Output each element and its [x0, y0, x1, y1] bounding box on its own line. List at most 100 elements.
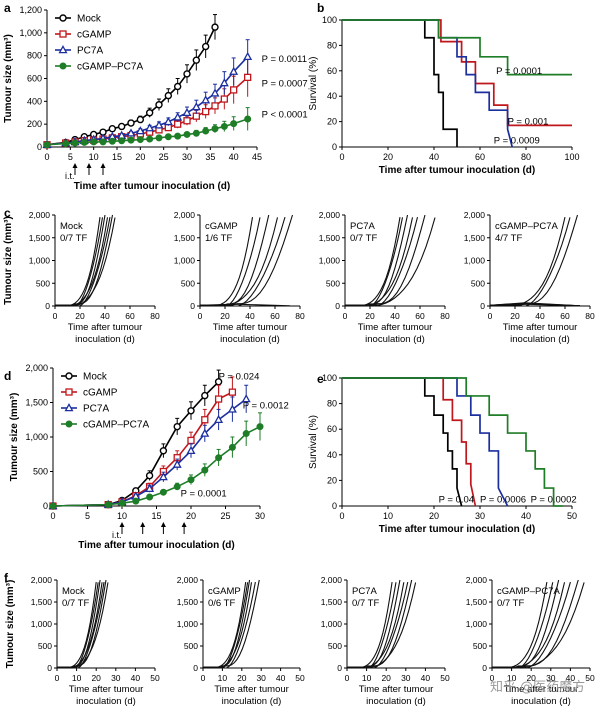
data-point — [117, 122, 126, 131]
x-tick-label: 50 — [150, 673, 160, 683]
legend-entry: Mock — [83, 372, 108, 383]
y-tick-label: 2,000 — [29, 210, 51, 220]
p-value-label: P = 0.001 — [508, 117, 549, 128]
x-tick-label: 40 — [566, 673, 576, 683]
x-axis-label: inoculation (d) — [220, 334, 280, 345]
y-tick-label: 1,500 — [319, 233, 341, 243]
data-point — [49, 502, 57, 510]
y-tick-label: 1,500 — [177, 597, 199, 607]
y-tick-label: 500 — [36, 278, 50, 288]
x-tick-label: 40 — [245, 311, 255, 321]
data-point — [173, 483, 181, 491]
x-tick-label: 20 — [510, 311, 520, 321]
y-tick-label: 500 — [38, 641, 52, 651]
y-tick-label: 500 — [473, 641, 487, 651]
data-point — [211, 102, 219, 110]
y-tick-label: 500 — [471, 278, 485, 288]
data-point — [230, 86, 238, 94]
data-point — [155, 134, 163, 142]
y-tick-label: 2,000 — [31, 575, 53, 585]
x-tick-label: 20 — [429, 511, 439, 521]
x-tick-label: 10 — [117, 511, 127, 521]
x-tick-label: 5 — [68, 152, 73, 162]
data-point — [187, 407, 195, 415]
y-tick-label: 2,000 — [319, 210, 341, 220]
x-axis-label: inoculation (d) — [511, 696, 571, 707]
x-tick-label: 0 — [343, 311, 348, 321]
x-tick-label: 10 — [89, 152, 99, 162]
p-value-label: P = 0.0006 — [480, 495, 526, 506]
y-tick-label: 0 — [45, 301, 50, 311]
tumour-growth-curve — [347, 582, 417, 668]
data-point — [244, 115, 252, 123]
p-value-label: P = 0.04 — [439, 495, 474, 506]
subpanel-tf: 0/6 TF — [208, 598, 235, 609]
y-tick-label: 1,000 — [174, 256, 196, 266]
data-point — [191, 102, 201, 111]
data-point — [192, 112, 200, 120]
x-tick-label: 0 — [201, 673, 206, 683]
subpanel-tf: 0/7 TF — [60, 233, 87, 244]
data-point — [65, 372, 73, 380]
panel-e: e 0 10 20 30 40 50 0 20 40 60 80 100 Time after tumou… — [308, 372, 577, 535]
p-value-label: P = 0.024 — [219, 371, 260, 382]
legend-entry: PC7A — [83, 404, 109, 415]
subpanel-1: 0 20 40 60 80 0 500 1,000 1,500 2,000 Time after t… — [174, 210, 305, 345]
y-axis-label: Survival (%) — [308, 57, 319, 111]
data-point — [173, 82, 182, 91]
data-point — [127, 136, 135, 144]
tumour-growth-curve — [492, 582, 585, 668]
x-tick-label: 0 — [345, 673, 350, 683]
series-line — [46, 26, 216, 146]
x-tick-label: 80 — [440, 311, 450, 321]
panel-d: d 0 5 10 15 20 25 30 0 500 1,000 1,500 2,000 Time aft… — [4, 363, 289, 551]
x-tick-label: 5 — [85, 511, 90, 521]
data-point — [146, 493, 154, 501]
x-tick-label: 0 — [198, 311, 203, 321]
x-tick-label: 20 — [135, 152, 145, 162]
y-tick-label: 1,200 — [19, 5, 42, 15]
x-tick-label: 0 — [53, 311, 58, 321]
x-tick-label: 40 — [131, 673, 141, 683]
y-tick-label: 600 — [27, 74, 42, 84]
subpanel-0: 0 20 40 60 80 0 500 1,000 1,500 2,000 Tumour size … — [3, 210, 160, 345]
x-tick-label: 50 — [585, 673, 595, 683]
y-tick-label: 0 — [332, 142, 337, 152]
x-tick-label: 0 — [55, 673, 60, 683]
panel-label: d — [4, 369, 11, 383]
y-tick-label: 1,500 — [29, 233, 51, 243]
x-axis-label: Time after tumour inoculation (d) — [78, 540, 234, 551]
y-tick-label: 500 — [33, 467, 48, 477]
data-point — [201, 42, 210, 51]
data-point — [219, 78, 229, 87]
data-point — [183, 117, 191, 125]
x-tick-label: 40 — [229, 152, 239, 162]
data-point — [211, 23, 219, 31]
x-axis-label: Time after tumour inoculation (d) — [379, 165, 535, 176]
y-tick-label: 1,500 — [464, 233, 486, 243]
data-point — [187, 476, 195, 484]
x-tick-label: 20 — [237, 673, 247, 683]
data-point — [59, 62, 67, 70]
panel-b: b 0 20 40 60 80 100 0 20 40 60 80 100 Time after tumo… — [308, 1, 580, 176]
p-value-label: P < 0.0001 — [262, 109, 308, 120]
data-point — [174, 120, 182, 128]
y-tick-label: 1,000 — [321, 619, 343, 629]
data-point — [65, 420, 73, 428]
data-point — [164, 133, 172, 141]
x-tick-label: 60 — [475, 152, 485, 162]
x-tick-label: 80 — [150, 311, 160, 321]
y-tick-label: 80 — [327, 399, 337, 409]
data-point — [43, 141, 51, 149]
data-point — [127, 119, 135, 127]
data-point — [227, 404, 237, 413]
survival-curve — [342, 377, 509, 507]
tumour-growth-curve — [57, 582, 109, 668]
p-value-label: P = 0.0001 — [181, 489, 227, 500]
y-tick-label: 800 — [27, 51, 42, 61]
y-tick-label: 0 — [480, 301, 485, 311]
y-tick-label: 1,000 — [177, 619, 199, 629]
x-axis-label: Time after tumour — [503, 322, 578, 333]
x-axis-label: Time after tumour — [214, 684, 289, 695]
